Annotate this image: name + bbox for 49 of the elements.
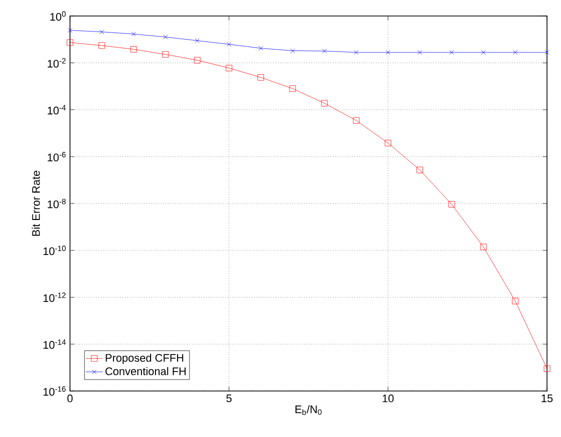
- point: [386, 50, 390, 55]
- point: [68, 28, 72, 33]
- x-tick-label: 0: [67, 394, 73, 402]
- y-tick-label: 10$^{-8}$: [48, 198, 66, 208]
- point: [544, 50, 550, 55]
- point: [162, 51, 169, 58]
- point: [480, 244, 487, 250]
- point: [194, 57, 200, 64]
- point: [417, 50, 422, 55]
- point: [449, 50, 454, 55]
- point: [512, 298, 518, 304]
- legend-label: Proposed CFFH: [106, 354, 184, 364]
- point: [512, 50, 518, 55]
- point: [194, 38, 200, 43]
- y-tick-label: 10$^{-2}$: [48, 58, 66, 68]
- point: [99, 30, 104, 34]
- y-tick-label: 10$^{-6}$: [48, 152, 66, 162]
- legend-label: Conventional FH: [105, 367, 186, 376]
- x-tick-label: 15: [542, 394, 553, 402]
- point: [448, 201, 455, 208]
- point: [354, 50, 359, 55]
- y-tick-label: 10$^{-14}$: [44, 339, 66, 349]
- y-tick-label: 10$^{-16}$: [44, 386, 66, 396]
- point: [130, 46, 137, 52]
- point: [322, 48, 327, 54]
- point: [66, 39, 74, 46]
- y-tick-label: 10$^{-10}$: [44, 246, 66, 256]
- point: [384, 140, 392, 146]
- point: [290, 48, 295, 54]
- y-tick-label: 10$^{0}$: [50, 11, 66, 21]
- point: [416, 166, 424, 174]
- x-tick-label: 5: [226, 394, 232, 402]
- x-axis-title: E$_{b}$/N$_{0}$: [296, 405, 322, 415]
- point: [131, 32, 136, 36]
- y-tick-label: 10$^{-12}$: [44, 292, 66, 302]
- point: [226, 42, 232, 47]
- point: [353, 117, 360, 124]
- point: [163, 34, 168, 40]
- x-tick-label: 10: [382, 394, 394, 402]
- y-tick-label: 10$^{-4}$: [48, 105, 66, 114]
- point: [226, 64, 232, 72]
- y-axis-title: Bit Error Rate: [32, 170, 40, 236]
- point: [258, 46, 264, 51]
- point: [544, 365, 550, 372]
- point: [258, 74, 264, 81]
- point: [98, 42, 105, 49]
- point: [481, 50, 486, 55]
- point: [321, 100, 328, 106]
- point: [289, 85, 296, 92]
